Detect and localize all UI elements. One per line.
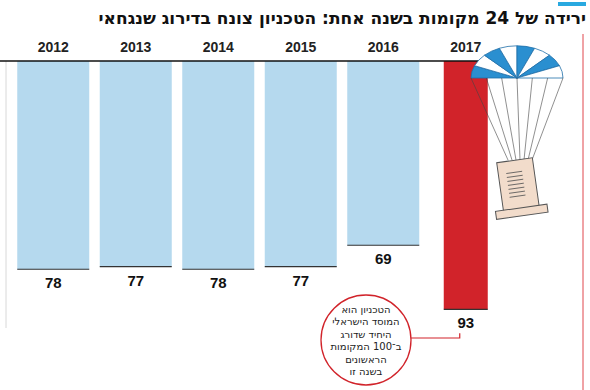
building-base — [495, 204, 548, 219]
data-label: 77 — [127, 272, 144, 289]
cord — [532, 78, 563, 160]
decor-line — [583, 34, 584, 390]
data-label: 69 — [375, 250, 392, 267]
bar — [444, 61, 488, 309]
canopy — [517, 66, 563, 78]
cord — [471, 78, 508, 160]
annotation: המוסד הישראלי — [332, 316, 399, 327]
chart-root: ירידה של 24 מקומות בשנה אחת: הטכניון צונ… — [0, 0, 590, 390]
cord — [502, 78, 516, 160]
building-detail — [510, 195, 526, 197]
bar — [265, 61, 337, 267]
x-tick-label: 2013 — [120, 39, 151, 55]
building-detail — [509, 191, 525, 193]
bar-edge — [182, 269, 254, 270]
bar — [182, 61, 254, 269]
x-tick-label: 2014 — [203, 39, 234, 55]
bar-edge — [265, 266, 337, 267]
x-tick-label: 2012 — [38, 39, 69, 55]
x-tick-label: 2015 — [285, 39, 316, 55]
cord — [528, 78, 548, 160]
bar — [347, 61, 419, 245]
cord — [486, 78, 512, 160]
canopy — [499, 46, 517, 78]
bars — [17, 61, 488, 309]
building — [497, 158, 540, 213]
building-detail — [507, 175, 523, 177]
bar — [100, 61, 172, 267]
building-detail — [506, 171, 522, 173]
bar-edge — [100, 266, 172, 267]
x-tick-label: 2016 — [368, 39, 399, 55]
bar-edge — [17, 269, 89, 270]
building-detail — [508, 183, 524, 185]
data-label: 78 — [210, 274, 227, 291]
accent — [558, 2, 586, 6]
data-label: 78 — [45, 274, 62, 291]
y-axis — [6, 61, 7, 328]
bar-edge — [444, 309, 488, 310]
title: ירידה של 24 מקומות בשנה אחת: הטכניון צונ… — [99, 8, 586, 28]
annotation: הטכניון הוא — [341, 304, 390, 315]
bar-edge — [347, 245, 419, 246]
chart: ירידה של 24 מקומות בשנה אחת: הטכניון צונ… — [0, 0, 590, 390]
parachute — [471, 46, 563, 220]
x-tick-label: 2017 — [450, 39, 481, 55]
building-detail — [507, 179, 523, 181]
building-detail — [509, 187, 525, 189]
annotation: בשנה זו — [350, 366, 383, 377]
bar — [17, 61, 89, 269]
connector — [411, 333, 460, 338]
baseline — [0, 60, 490, 62]
annotation: היחיד שדורג — [340, 329, 391, 340]
annotation: הראשונים — [345, 354, 387, 365]
data-label: 93 — [457, 314, 474, 331]
data-label: 77 — [292, 272, 309, 289]
annotation: ב־100 המקומות — [331, 341, 402, 352]
cord — [517, 78, 520, 160]
annotation-circle — [321, 295, 411, 385]
